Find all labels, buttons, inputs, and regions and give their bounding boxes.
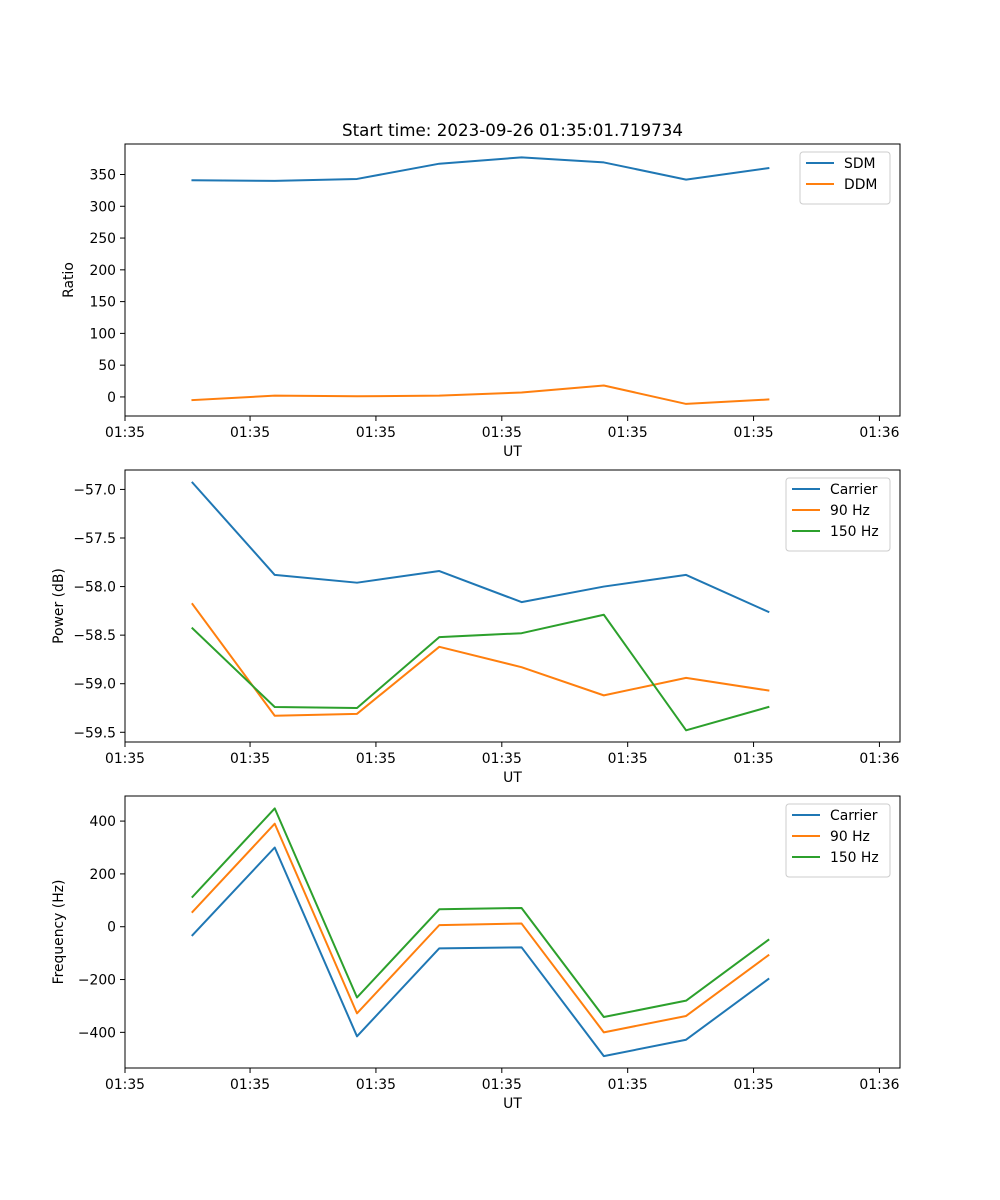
power-legend-label-150-hz: 150 Hz [830,524,879,540]
power-y-tick-label: −58.5 [73,628,116,644]
frequency-legend [785,803,891,878]
frequency-x-tick-label: 01:36 [859,1077,899,1093]
frequency-series-90-hz-line [191,822,770,1034]
ratio-legend [799,151,891,205]
frequency-series-carrier-line [191,846,770,1058]
frequency-x-axis-label: UT [503,1096,522,1112]
ratio-panel: 01:35 01:35 01:35 01:35 01:35 01:35 01:36 0 50 10… [61,143,901,460]
ratio-y-tick-label: 200 [89,263,116,279]
power-x-tick-label: 01:35 [230,751,270,767]
power-y-tick-label: −59.0 [73,677,116,693]
ratio-x-tick-label: 01:35 [230,425,270,441]
ratio-legend-label-sdm: SDM [844,156,876,172]
power-series-150-hz-line [191,613,770,732]
ratio-y-tick-label: 350 [89,168,116,184]
power-series-90-hz-line [191,602,770,717]
power-x-tick-label: 01:35 [356,751,396,767]
frequency-y-axis-label: Frequency (Hz) [51,880,67,985]
power-x-tick-label: 01:35 [734,751,774,767]
power-x-tick-label: 01:36 [859,751,899,767]
frequency-x-tick-label: 01:35 [608,1077,648,1093]
ratio-y-tick-label: 250 [89,231,116,247]
ratio-y-tick-label: 100 [89,326,116,342]
frequency-x-tick-label: 01:35 [105,1077,145,1093]
frequency-y-tick-label: 200 [89,867,116,883]
power-x-tick-label: 01:35 [105,751,145,767]
figure-title: Start time: 2023-09-26 01:35:01.719734 [342,120,683,140]
ratio-x-tick-label: 01:35 [608,425,648,441]
ratio-axes-frame [124,143,901,417]
ratio-x-tick-label: 01:36 [859,425,899,441]
power-x-tick-label: 01:35 [482,751,522,767]
ratio-y-tick-label: 300 [89,199,116,215]
power-y-axis-label: Power (dB) [51,568,67,644]
ratio-series-sdm-line [191,156,770,182]
ratio-x-tick-label: 01:35 [734,425,774,441]
frequency-y-tick-label: −400 [78,1025,116,1041]
ratio-x-tick-label: 01:35 [105,425,145,441]
frequency-series-150-hz-line [191,807,770,1019]
frequency-x-tick-label: 01:35 [356,1077,396,1093]
frequency-y-tick-label: 0 [107,920,116,936]
power-y-tick-label: −57.5 [73,531,116,547]
frequency-y-tick-label: −200 [78,973,116,989]
power-legend-label-carrier: Carrier [830,482,878,498]
power-panel: 01:35 01:35 01:35 01:35 01:35 01:35 01:36 −59.5… [51,469,901,786]
power-legend [785,477,891,552]
power-y-tick-label: −59.5 [73,725,116,741]
power-axes-frame [124,469,901,743]
ratio-y-axis-label: Ratio [61,262,77,298]
power-y-tick-label: −58.0 [73,580,116,596]
ratio-y-tick-label: 50 [98,358,116,374]
frequency-legend-label-150-hz: 150 Hz [830,850,879,866]
frequency-x-tick-label: 01:35 [230,1077,270,1093]
ratio-y-tick-label: 150 [89,295,116,311]
frequency-axes-frame [124,795,901,1069]
frequency-panel: 01:35 01:35 01:35 01:35 01:35 01:35 01:36 −400 −… [51,795,901,1112]
power-y-tick-label: −57.0 [73,482,116,498]
power-series-carrier-line [191,481,770,614]
frequency-legend-label-90-hz: 90 Hz [830,829,870,845]
ratio-x-tick-label: 01:35 [482,425,522,441]
ratio-x-axis-label: UT [503,444,522,460]
ratio-legend-label-ddm: DDM [844,177,877,193]
frequency-legend-label-carrier: Carrier [830,808,878,824]
frequency-x-tick-label: 01:35 [734,1077,774,1093]
frequency-x-tick-label: 01:35 [482,1077,522,1093]
power-x-tick-label: 01:35 [608,751,648,767]
power-legend-label-90-hz: 90 Hz [830,503,870,519]
ratio-series-ddm-line [191,384,770,405]
frequency-y-tick-label: 400 [89,814,116,830]
ratio-y-tick-label: 0 [107,390,116,406]
ratio-x-tick-label: 01:35 [356,425,396,441]
power-x-axis-label: UT [503,770,522,786]
